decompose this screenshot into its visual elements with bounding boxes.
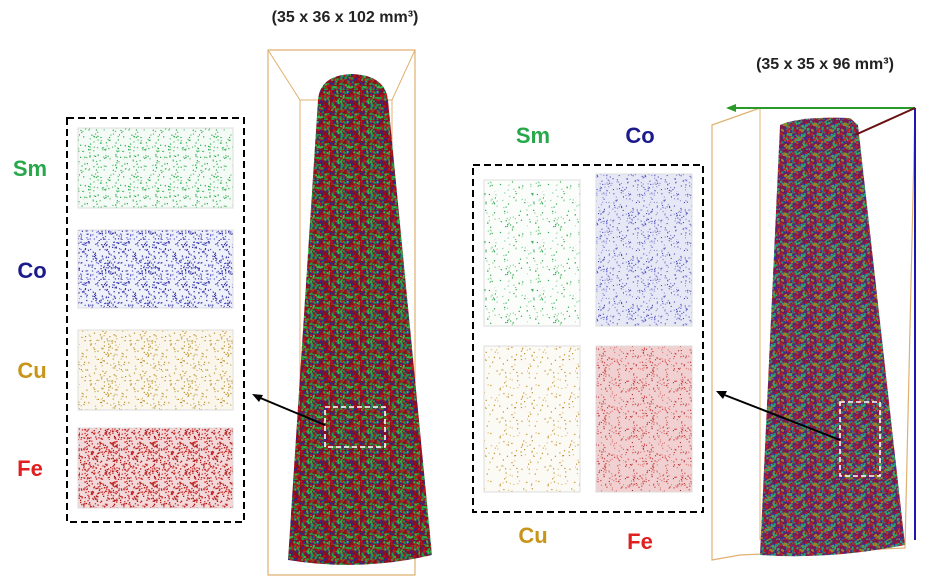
cu-map [78,330,233,410]
co-map [596,174,692,326]
fe-map [78,428,233,508]
atom-probe-tip [760,118,905,557]
element-label: Co [17,258,46,283]
axis-arrow [726,104,736,112]
figure: (35 x 36 x 102 mm³) Sm Co Cu Fe (35 x 35… [0,0,936,580]
right-reconstruction: (35 x 35 x 96 mm³) Sm Co Cu Fe [473,56,915,560]
sm-map [78,128,233,208]
left-reconstruction: (35 x 36 x 102 mm³) Sm Co Cu Fe [13,9,432,575]
element-label: Sm [13,156,47,181]
element-label: Cu [17,358,46,383]
axis-line [855,108,915,135]
element-label: Cu [518,523,547,548]
fe-map [596,346,692,492]
dimension-label: (35 x 36 x 102 mm³) [272,9,419,26]
element-label: Co [625,123,654,148]
element-label: Fe [17,456,43,481]
element-label: Sm [516,123,550,148]
atom-probe-tip [288,74,432,565]
cu-map [484,346,580,492]
page: (35 x 36 x 102 mm³) Sm Co Cu Fe (35 x 35… [0,0,936,580]
co-map [78,230,233,308]
dimension-label: (35 x 35 x 96 mm³) [756,56,894,73]
sm-map [484,180,580,326]
element-label: Fe [627,529,653,554]
